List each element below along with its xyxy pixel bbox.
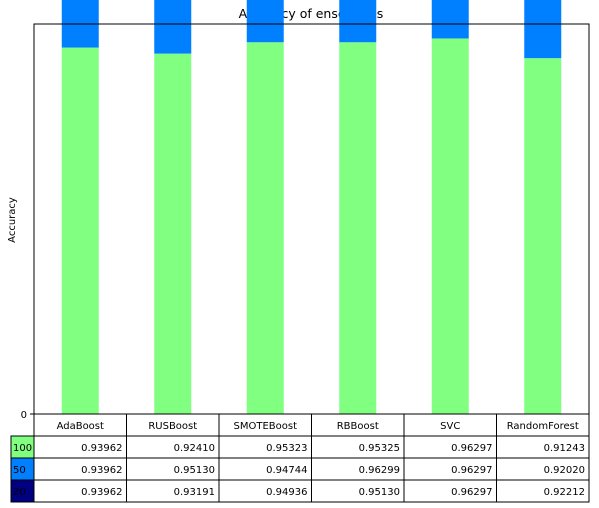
- table-value-50-RUSBoost: 0.95130: [174, 465, 215, 476]
- bar-RBBoost-100: [339, 42, 376, 414]
- table-col-label-SVC: SVC: [440, 421, 460, 432]
- bar-RandomForest-100: [524, 58, 561, 414]
- table-value-20-RandomForest: 0.92212: [544, 487, 585, 498]
- table-value-20-SMOTEBoost: 0.94936: [266, 487, 307, 498]
- table-value-50-AdaBoost: 0.93962: [81, 465, 122, 476]
- y-tick-label-0: 0: [21, 410, 27, 421]
- bars-layer: [62, 0, 562, 414]
- bar-RUSBoost-100: [154, 54, 191, 414]
- table-col-label-SMOTEBoost: SMOTEBoost: [233, 421, 297, 432]
- bar-RBBoost-50: [339, 0, 376, 42]
- table-value-50-RandomForest: 0.92020: [544, 465, 585, 476]
- table-value-20-RUSBoost: 0.93191: [174, 487, 215, 498]
- table-value-100-AdaBoost: 0.93962: [81, 443, 122, 454]
- table-col-label-RUSBoost: RUSBoost: [148, 421, 197, 432]
- plot-frame: [34, 24, 589, 414]
- bar-RandomForest-50: [524, 0, 561, 58]
- bar-AdaBoost-100: [62, 48, 99, 414]
- table-value-20-RBBoost: 0.95130: [359, 487, 400, 498]
- table-row-label-20: 20: [13, 487, 26, 498]
- table-col-label-AdaBoost: AdaBoost: [57, 421, 104, 432]
- table-value-100-RBBoost: 0.95325: [359, 443, 400, 454]
- table-value-100-RUSBoost: 0.92410: [174, 443, 215, 454]
- table-value-20-SVC: 0.96297: [451, 487, 492, 498]
- table-value-50-SVC: 0.96297: [451, 465, 492, 476]
- table-value-100-RandomForest: 0.91243: [544, 443, 585, 454]
- table-value-100-SMOTEBoost: 0.95323: [266, 443, 307, 454]
- bar-SMOTEBoost-100: [247, 42, 284, 414]
- bar-RUSBoost-50: [154, 0, 191, 54]
- table-row-label-50: 50: [13, 465, 26, 476]
- table-value-50-SMOTEBoost: 0.94744: [266, 465, 307, 476]
- bar-SVC-100: [432, 38, 469, 414]
- bar-SVC-50: [432, 0, 469, 38]
- table-value-20-AdaBoost: 0.93962: [81, 487, 122, 498]
- table-value-50-RBBoost: 0.96299: [359, 465, 400, 476]
- data-table: AdaBoost RUSBoost SMOTEBoost RBBoost SVC Rand…: [11, 414, 589, 502]
- table-row-label-100: 100: [13, 443, 32, 454]
- bar-SMOTEBoost-50: [247, 0, 284, 42]
- table-col-label-RBBoost: RBBoost: [337, 421, 379, 432]
- y-axis-label: Accuracy: [7, 197, 18, 243]
- table-value-100-SVC: 0.96297: [451, 443, 492, 454]
- table-col-label-RandomForest: RandomForest: [507, 421, 579, 432]
